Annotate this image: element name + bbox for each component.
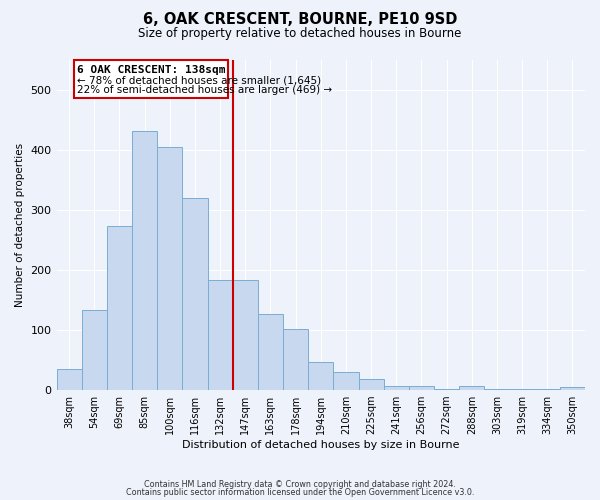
Bar (283, 329, 308, 390)
Bar (157, 147, 182, 390)
Bar (82, 310, 107, 390)
Text: Size of property relative to detached houses in Bourne: Size of property relative to detached ho… (139, 28, 461, 40)
Bar (509, 389, 535, 390)
Text: Contains public sector information licensed under the Open Government Licence v3: Contains public sector information licen… (126, 488, 474, 497)
Bar (535, 389, 560, 390)
Bar (334, 372, 359, 390)
X-axis label: Distribution of detached houses by size in Bourne: Distribution of detached houses by size … (182, 440, 460, 450)
Bar (459, 386, 484, 390)
FancyBboxPatch shape (74, 60, 229, 98)
Text: 22% of semi-detached houses are larger (469) →: 22% of semi-detached houses are larger (… (77, 85, 332, 95)
Text: 6, OAK CRESCENT, BOURNE, PE10 9SD: 6, OAK CRESCENT, BOURNE, PE10 9SD (143, 12, 457, 28)
Bar (107, 226, 132, 390)
Text: 6 OAK CRESCENT: 138sqm: 6 OAK CRESCENT: 138sqm (77, 65, 225, 75)
Bar (484, 389, 509, 390)
Bar (132, 131, 157, 390)
Bar (308, 362, 334, 390)
Bar (359, 378, 383, 390)
Bar (258, 314, 283, 390)
Bar (383, 386, 409, 390)
Bar (560, 387, 585, 390)
Bar (56, 369, 82, 390)
Text: Contains HM Land Registry data © Crown copyright and database right 2024.: Contains HM Land Registry data © Crown c… (144, 480, 456, 489)
Y-axis label: Number of detached properties: Number of detached properties (15, 143, 25, 307)
Bar (182, 198, 208, 390)
Bar (208, 280, 233, 390)
Text: ← 78% of detached houses are smaller (1,645): ← 78% of detached houses are smaller (1,… (77, 76, 322, 86)
Bar (434, 389, 459, 390)
Bar (233, 280, 258, 390)
Bar (409, 386, 434, 390)
